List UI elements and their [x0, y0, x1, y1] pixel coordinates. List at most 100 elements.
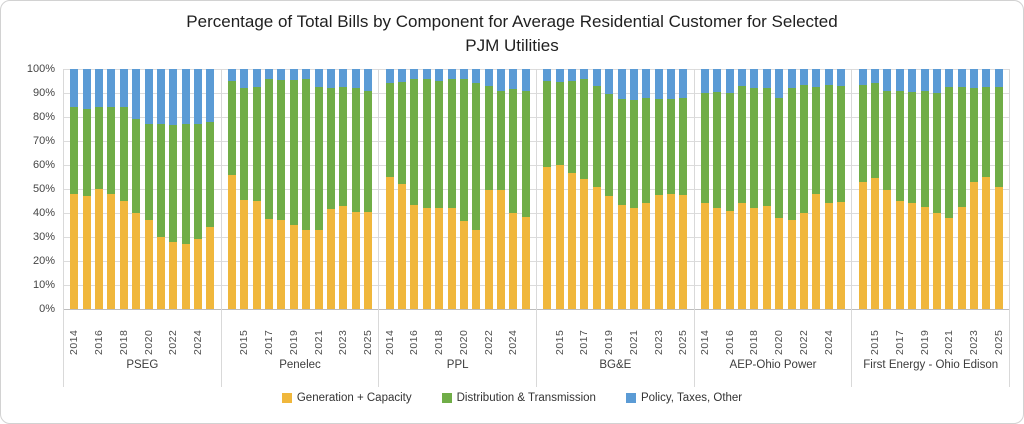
- generation-segment: [95, 189, 104, 309]
- generation-segment: [447, 208, 456, 309]
- distribution-segment: [228, 81, 237, 175]
- distribution-segment: [920, 90, 929, 207]
- distribution-segment: [738, 85, 747, 204]
- generation-segment: [605, 196, 614, 309]
- year-slot: 2014: [384, 309, 396, 355]
- bar-stack-2021: [629, 69, 638, 309]
- year-slot: [157, 309, 165, 355]
- bar-stack-2020: [459, 69, 468, 309]
- distribution-segment: [144, 124, 153, 221]
- year-slot: [982, 309, 990, 355]
- bar-stack-2017: [580, 69, 589, 309]
- distribution-segment: [837, 85, 845, 203]
- generation-segment: [994, 186, 1003, 309]
- distribution-segment: [969, 88, 978, 182]
- generation-segment: [206, 227, 215, 309]
- year-tick-label: 2017: [263, 329, 276, 355]
- distribution-segment: [908, 91, 917, 204]
- year-labels-zone: 2015 2017 2019 2021 2023 2025: [537, 309, 694, 355]
- group-column: 2015 2017 2019 2021 2023 2025 First Energy - O…: [852, 69, 1011, 387]
- bar-stack-2023: [812, 69, 821, 309]
- year-slot: 2018: [748, 309, 760, 355]
- year-tick-label: 2017: [893, 329, 906, 355]
- generation-segment: [799, 213, 808, 309]
- year-slot: 2025: [677, 309, 689, 355]
- policy-segment: [314, 69, 323, 88]
- year-tick-label: 2025: [361, 329, 374, 355]
- policy-segment: [543, 69, 552, 82]
- year-slot: 2020: [143, 309, 155, 355]
- bar-stack-2025: [994, 69, 1003, 309]
- group-name-label: First Energy - Ohio Edison: [863, 359, 999, 371]
- distribution-segment: [871, 83, 880, 179]
- bar-stack-2024: [982, 69, 991, 309]
- bar-stack-2018: [277, 69, 286, 309]
- bar-stack-2017: [107, 69, 116, 309]
- year-slot: [423, 309, 431, 355]
- policy-segment: [82, 69, 91, 109]
- policy-segment: [920, 69, 929, 91]
- policy-segment: [799, 69, 808, 85]
- bar-stack-2015: [713, 69, 722, 309]
- year-slot: [182, 309, 190, 355]
- bar-stack-2025: [206, 69, 215, 309]
- distribution-segment: [666, 99, 675, 194]
- generation-segment: [738, 203, 747, 309]
- group-column: 2015 2017 2019 2021 2023 2025 BG&E: [537, 69, 695, 387]
- chart-title-line2: PJM Utilities: [465, 35, 559, 55]
- legend-label-generation: Generation + Capacity: [296, 392, 412, 404]
- policy-segment: [277, 69, 286, 80]
- bar-stack-2015: [240, 69, 249, 309]
- legend-label-policy: Policy, Taxes, Other: [640, 392, 743, 404]
- bar-stack-2016: [410, 69, 419, 309]
- gridline: [63, 285, 1009, 286]
- year-slot: 2024: [192, 309, 204, 355]
- generation-segment: [969, 181, 978, 309]
- distribution-segment: [568, 81, 577, 174]
- distribution-segment: [314, 87, 323, 230]
- year-tick-label: 2022: [797, 329, 810, 355]
- policy-segment: [351, 69, 360, 89]
- policy-segment: [206, 69, 215, 122]
- year-tick-label: 2020: [457, 329, 470, 355]
- chart-title: Percentage of Total Bills by Component f…: [1, 10, 1023, 58]
- year-tick-label: 2018: [433, 329, 446, 355]
- distribution-segment: [895, 90, 904, 201]
- year-slot: [908, 309, 916, 355]
- distribution-segment: [435, 81, 444, 209]
- year-slot: 2018: [117, 309, 130, 355]
- generation-segment: [289, 225, 298, 309]
- generation-segment: [228, 174, 237, 309]
- generation-segment: [484, 190, 493, 309]
- year-labels-zone: 2015 2017 2019 2021 2023 2025: [222, 309, 379, 355]
- year-slot: [933, 309, 941, 355]
- generation-segment: [858, 181, 867, 309]
- bar-stack-2023: [181, 69, 190, 309]
- generation-segment: [252, 201, 261, 309]
- distribution-segment: [945, 87, 954, 218]
- distribution-segment: [858, 84, 867, 182]
- bar-stack-2020: [144, 69, 153, 309]
- generation-segment: [509, 213, 518, 309]
- policy-swatch-icon: [625, 393, 636, 403]
- bar-stack-2019: [132, 69, 141, 309]
- distribution-segment: [326, 88, 335, 210]
- bar-stack-2022: [642, 69, 651, 309]
- year-slot: [859, 309, 867, 355]
- year-tick-label: 2018: [117, 329, 130, 355]
- legend-item-policy: Policy, Taxes, Other: [625, 392, 743, 404]
- policy-segment: [787, 69, 796, 89]
- generation-segment: [750, 208, 759, 309]
- year-slot: [206, 309, 214, 355]
- policy-segment: [592, 69, 601, 86]
- bar-stack-2021: [472, 69, 481, 309]
- policy-segment: [969, 69, 978, 89]
- generation-segment: [945, 217, 954, 309]
- year-tick-label: 2022: [482, 329, 495, 355]
- distribution-segment: [472, 83, 481, 230]
- distribution-segment: [521, 90, 530, 217]
- year-slot: [543, 309, 551, 355]
- generation-segment: [837, 202, 845, 309]
- generation-segment: [666, 193, 675, 309]
- policy-segment: [812, 69, 821, 88]
